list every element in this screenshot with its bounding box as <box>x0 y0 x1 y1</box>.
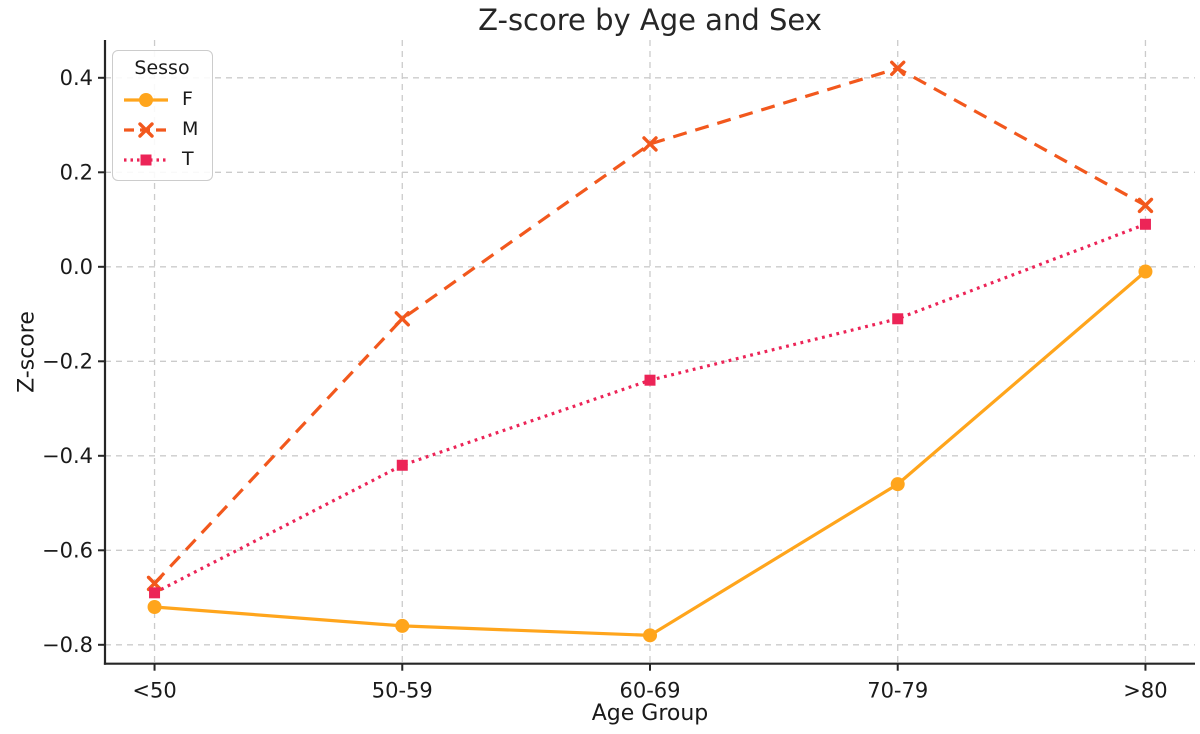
x-tick-label: <50 <box>132 679 176 703</box>
marker-T <box>396 459 408 471</box>
marker-T <box>1139 218 1151 230</box>
marker-T <box>892 313 904 325</box>
chart-title: Z-score by Age and Sex <box>478 3 822 37</box>
legend-sample-marker-F <box>139 92 153 107</box>
y-tick-label: −0.8 <box>42 633 93 657</box>
y-tick-label: 0.4 <box>60 66 93 90</box>
y-tick-label: −0.2 <box>42 349 93 373</box>
marker-M <box>642 136 658 152</box>
marker-M-stroke <box>890 60 906 77</box>
legend-item-label-T: T <box>182 148 194 170</box>
marker-F <box>890 477 905 492</box>
x-tick-label: 70-79 <box>867 679 928 703</box>
legend-sample-F <box>124 92 168 107</box>
marker-M-stroke <box>1137 197 1154 214</box>
x-axis-label: Age Group <box>591 701 709 726</box>
marker-T <box>149 587 161 599</box>
legend-item-label-M: M <box>182 118 199 140</box>
legend-item-label-F: F <box>182 88 193 110</box>
marker-F <box>147 600 162 614</box>
marker-T <box>644 374 656 386</box>
x-tick-label: >80 <box>1123 679 1167 703</box>
series-line-M <box>153 66 1147 585</box>
marker-M <box>890 60 906 77</box>
y-tick-label: 0.2 <box>60 160 93 184</box>
y-tick-label: 0.0 <box>60 255 93 279</box>
legend-sample-marker-T <box>140 154 152 165</box>
legend-sample-T <box>124 154 168 165</box>
marker-M <box>394 311 410 327</box>
legend-item-T: T <box>123 150 201 169</box>
legend-sample-marker-M <box>138 121 154 138</box>
legend-title: Sesso <box>134 57 190 79</box>
marker-F <box>643 628 657 643</box>
legend-sample-marker-M-stroke <box>138 121 154 138</box>
legend-item-F: F <box>123 90 201 109</box>
x-tick-label: 60-69 <box>619 679 680 703</box>
marker-M-stroke <box>642 136 658 152</box>
x-tick-label: 50-59 <box>372 679 433 703</box>
marker-F <box>395 618 410 633</box>
legend-sample-M <box>124 121 168 138</box>
marker-M-stroke <box>394 311 410 327</box>
legend-item-M: M <box>123 120 201 139</box>
y-tick-label: −0.6 <box>42 538 93 562</box>
marker-F <box>1138 264 1153 279</box>
marker-M <box>1137 197 1154 214</box>
y-tick-label: −0.4 <box>42 444 93 468</box>
y-axis-label: Z-score <box>14 311 40 393</box>
